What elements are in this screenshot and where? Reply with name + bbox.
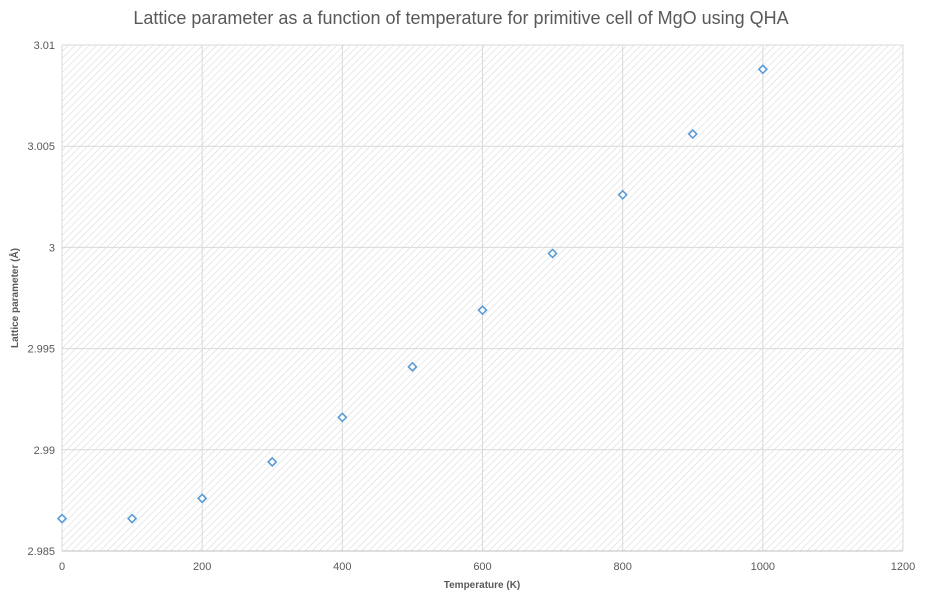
data-point (757, 64, 768, 75)
data-point (477, 305, 488, 316)
data-point (56, 513, 68, 524)
data-point (267, 456, 278, 468)
data-point (126, 513, 138, 524)
y-tick-label: 2.985 (27, 546, 55, 558)
x-tick-label: 400 (333, 561, 351, 573)
y-tick-label: 3.01 (34, 40, 55, 52)
data-point (197, 493, 208, 504)
x-tick-label: 800 (613, 561, 631, 573)
y-tick-label: 3.005 (27, 141, 55, 153)
data-point (547, 248, 558, 259)
x-tick-label: 1200 (891, 561, 915, 573)
ticks-layer: 0 200 400 600 800 1000 1200 2.985 2.99 2.995 3 3.00… (27, 40, 915, 573)
y-tick-label: 2.99 (34, 445, 55, 457)
chart-title: Lattice parameter as a function of tempe… (133, 8, 788, 28)
points-layer (56, 64, 768, 524)
x-tick-label: 200 (193, 561, 211, 573)
data-point (407, 361, 418, 372)
data-point (337, 412, 348, 423)
y-tick-label: 2.995 (27, 344, 55, 356)
data-point (617, 189, 628, 200)
data-point (687, 128, 698, 140)
x-tick-label: 1000 (751, 561, 775, 573)
x-axis-title: Temperature (K) (444, 580, 521, 591)
x-tick-label: 600 (473, 561, 491, 573)
y-axis-title: Lattice parameter (Å) (8, 248, 21, 348)
y-tick-label: 3 (49, 242, 55, 254)
x-tick-label: 0 (59, 561, 65, 573)
